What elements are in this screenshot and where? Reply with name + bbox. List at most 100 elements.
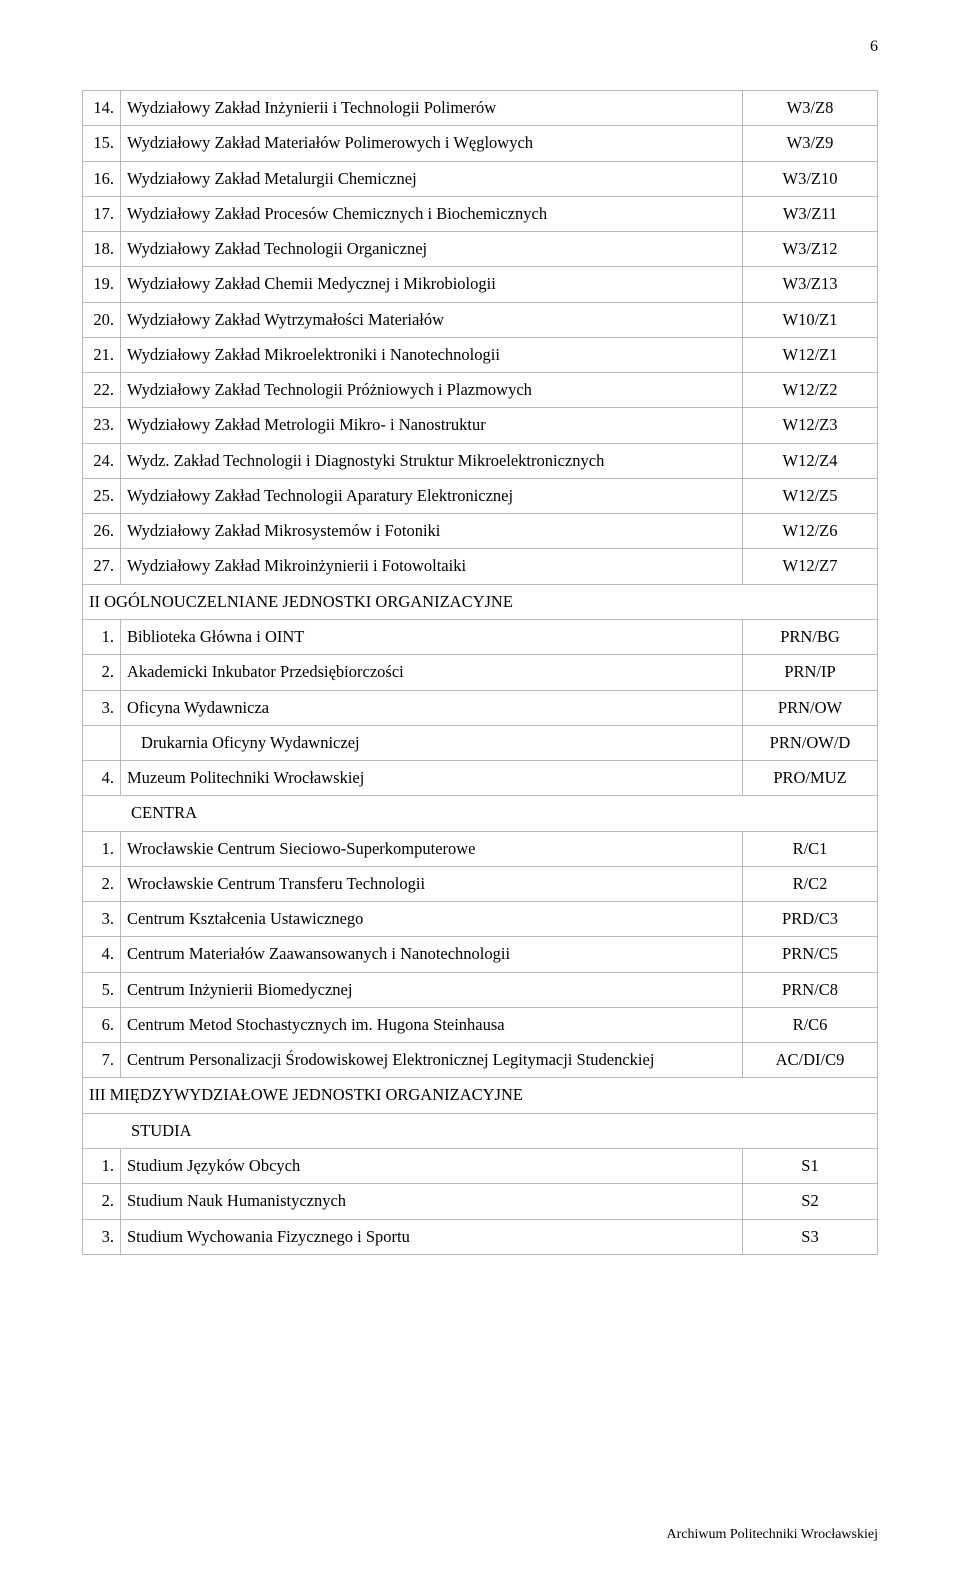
- row-name: Wydziałowy Zakład Metalurgii Chemicznej: [121, 161, 743, 196]
- table-row: 26.Wydziałowy Zakład Mikrosystemów i Fot…: [83, 514, 878, 549]
- row-number: 22.: [83, 373, 121, 408]
- row-number: 1.: [83, 1148, 121, 1183]
- row-code: AC/DI/C9: [743, 1043, 878, 1078]
- row-number: 5.: [83, 972, 121, 1007]
- row-number: 17.: [83, 196, 121, 231]
- table-row: CENTRA: [83, 796, 878, 831]
- row-code: W3/Z9: [743, 126, 878, 161]
- units-table: 14.Wydziałowy Zakład Inżynierii i Techno…: [82, 90, 878, 1255]
- row-name: Wydziałowy Zakład Technologii Aparatury …: [121, 478, 743, 513]
- table-row: 19.Wydziałowy Zakład Chemii Medycznej i …: [83, 267, 878, 302]
- row-name: Wydziałowy Zakład Materiałów Polimerowyc…: [121, 126, 743, 161]
- section-heading: II OGÓLNOUCZELNIANE JEDNOSTKI ORGANIZACY…: [83, 584, 878, 619]
- row-name: Wydziałowy Zakład Technologii Próżniowyc…: [121, 373, 743, 408]
- row-name: Muzeum Politechniki Wrocławskiej: [121, 761, 743, 796]
- table-row: STUDIA: [83, 1113, 878, 1148]
- row-number: 26.: [83, 514, 121, 549]
- row-code: W12/Z5: [743, 478, 878, 513]
- row-name: Studium Wychowania Fizycznego i Sportu: [121, 1219, 743, 1254]
- row-code: W12/Z7: [743, 549, 878, 584]
- row-name: Wydziałowy Zakład Chemii Medycznej i Mik…: [121, 267, 743, 302]
- row-name: Centrum Materiałów Zaawansowanych i Nano…: [121, 937, 743, 972]
- table-row: 2.Akademicki Inkubator Przedsiębiorczośc…: [83, 655, 878, 690]
- row-code: PRN/IP: [743, 655, 878, 690]
- table-row: 15.Wydziałowy Zakład Materiałów Polimero…: [83, 126, 878, 161]
- row-code: S1: [743, 1148, 878, 1183]
- row-code: PRD/C3: [743, 902, 878, 937]
- row-code: W3/Z8: [743, 91, 878, 126]
- row-number: 18.: [83, 232, 121, 267]
- row-number: 27.: [83, 549, 121, 584]
- table-row: 6.Centrum Metod Stochastycznych im. Hugo…: [83, 1007, 878, 1042]
- table-row: 2.Wrocławskie Centrum Transferu Technolo…: [83, 866, 878, 901]
- table-row: Drukarnia Oficyny WydawniczejPRN/OW/D: [83, 725, 878, 760]
- row-code: W12/Z2: [743, 373, 878, 408]
- section-heading: CENTRA: [83, 796, 878, 831]
- row-code: W12/Z3: [743, 408, 878, 443]
- table-row: 3.Centrum Kształcenia UstawicznegoPRD/C3: [83, 902, 878, 937]
- row-number: 7.: [83, 1043, 121, 1078]
- row-number: 4.: [83, 937, 121, 972]
- row-name: Centrum Personalizacji Środowiskowej Ele…: [121, 1043, 743, 1078]
- section-heading: III MIĘDZYWYDZIAŁOWE JEDNOSTKI ORGANIZAC…: [83, 1078, 878, 1113]
- row-number: 20.: [83, 302, 121, 337]
- row-code: PRN/BG: [743, 619, 878, 654]
- row-name: Wydziałowy Zakład Mikroelektroniki i Nan…: [121, 337, 743, 372]
- row-number: 15.: [83, 126, 121, 161]
- row-name: Wydziałowy Zakład Inżynierii i Technolog…: [121, 91, 743, 126]
- row-name: Akademicki Inkubator Przedsiębiorczości: [121, 655, 743, 690]
- row-name: Centrum Inżynierii Biomedycznej: [121, 972, 743, 1007]
- row-name: Wrocławskie Centrum Transferu Technologi…: [121, 866, 743, 901]
- table-row: 27.Wydziałowy Zakład Mikroinżynierii i F…: [83, 549, 878, 584]
- page-number: 6: [870, 38, 878, 56]
- table-row: 1.Studium Języków ObcychS1: [83, 1148, 878, 1183]
- row-code: W3/Z13: [743, 267, 878, 302]
- table-row: 24.Wydz. Zakład Technologii i Diagnostyk…: [83, 443, 878, 478]
- row-number: 14.: [83, 91, 121, 126]
- row-code: PRO/MUZ: [743, 761, 878, 796]
- row-code: W12/Z6: [743, 514, 878, 549]
- row-name: Wydziałowy Zakład Metrologii Mikro- i Na…: [121, 408, 743, 443]
- row-number: 3.: [83, 690, 121, 725]
- row-number: 1.: [83, 831, 121, 866]
- row-code: S2: [743, 1184, 878, 1219]
- table-row: 1.Wrocławskie Centrum Sieciowo-Superkomp…: [83, 831, 878, 866]
- row-code: R/C1: [743, 831, 878, 866]
- row-code: W3/Z11: [743, 196, 878, 231]
- row-code: S3: [743, 1219, 878, 1254]
- row-number: 2.: [83, 655, 121, 690]
- table-row: 5.Centrum Inżynierii BiomedycznejPRN/C8: [83, 972, 878, 1007]
- table-row: 18.Wydziałowy Zakład Technologii Organic…: [83, 232, 878, 267]
- row-number: 2.: [83, 1184, 121, 1219]
- row-number: 19.: [83, 267, 121, 302]
- row-code: R/C6: [743, 1007, 878, 1042]
- row-number: 24.: [83, 443, 121, 478]
- table-row: 20.Wydziałowy Zakład Wytrzymałości Mater…: [83, 302, 878, 337]
- row-code: PRN/C5: [743, 937, 878, 972]
- row-name: Wrocławskie Centrum Sieciowo-Superkomput…: [121, 831, 743, 866]
- table-row: III MIĘDZYWYDZIAŁOWE JEDNOSTKI ORGANIZAC…: [83, 1078, 878, 1113]
- row-name: Wydziałowy Zakład Mikroinżynierii i Foto…: [121, 549, 743, 584]
- row-number: 6.: [83, 1007, 121, 1042]
- table-row: 4.Centrum Materiałów Zaawansowanych i Na…: [83, 937, 878, 972]
- row-number: 23.: [83, 408, 121, 443]
- row-name: Wydziałowy Zakład Procesów Chemicznych i…: [121, 196, 743, 231]
- row-number: 25.: [83, 478, 121, 513]
- row-code: PRN/C8: [743, 972, 878, 1007]
- table-row: 23.Wydziałowy Zakład Metrologii Mikro- i…: [83, 408, 878, 443]
- row-number: 16.: [83, 161, 121, 196]
- table-row: 17.Wydziałowy Zakład Procesów Chemicznyc…: [83, 196, 878, 231]
- row-name: Studium Nauk Humanistycznych: [121, 1184, 743, 1219]
- row-number: 3.: [83, 902, 121, 937]
- row-name: Wydziałowy Zakład Wytrzymałości Materiał…: [121, 302, 743, 337]
- document-body: 14.Wydziałowy Zakład Inżynierii i Techno…: [82, 90, 878, 1255]
- row-name: Oficyna Wydawnicza: [121, 690, 743, 725]
- table-row: 16.Wydziałowy Zakład Metalurgii Chemiczn…: [83, 161, 878, 196]
- row-name: Centrum Kształcenia Ustawicznego: [121, 902, 743, 937]
- table-row: 14.Wydziałowy Zakład Inżynierii i Techno…: [83, 91, 878, 126]
- row-name: Studium Języków Obcych: [121, 1148, 743, 1183]
- row-name: Wydz. Zakład Technologii i Diagnostyki S…: [121, 443, 743, 478]
- row-number: 21.: [83, 337, 121, 372]
- row-code: W12/Z4: [743, 443, 878, 478]
- row-code: W10/Z1: [743, 302, 878, 337]
